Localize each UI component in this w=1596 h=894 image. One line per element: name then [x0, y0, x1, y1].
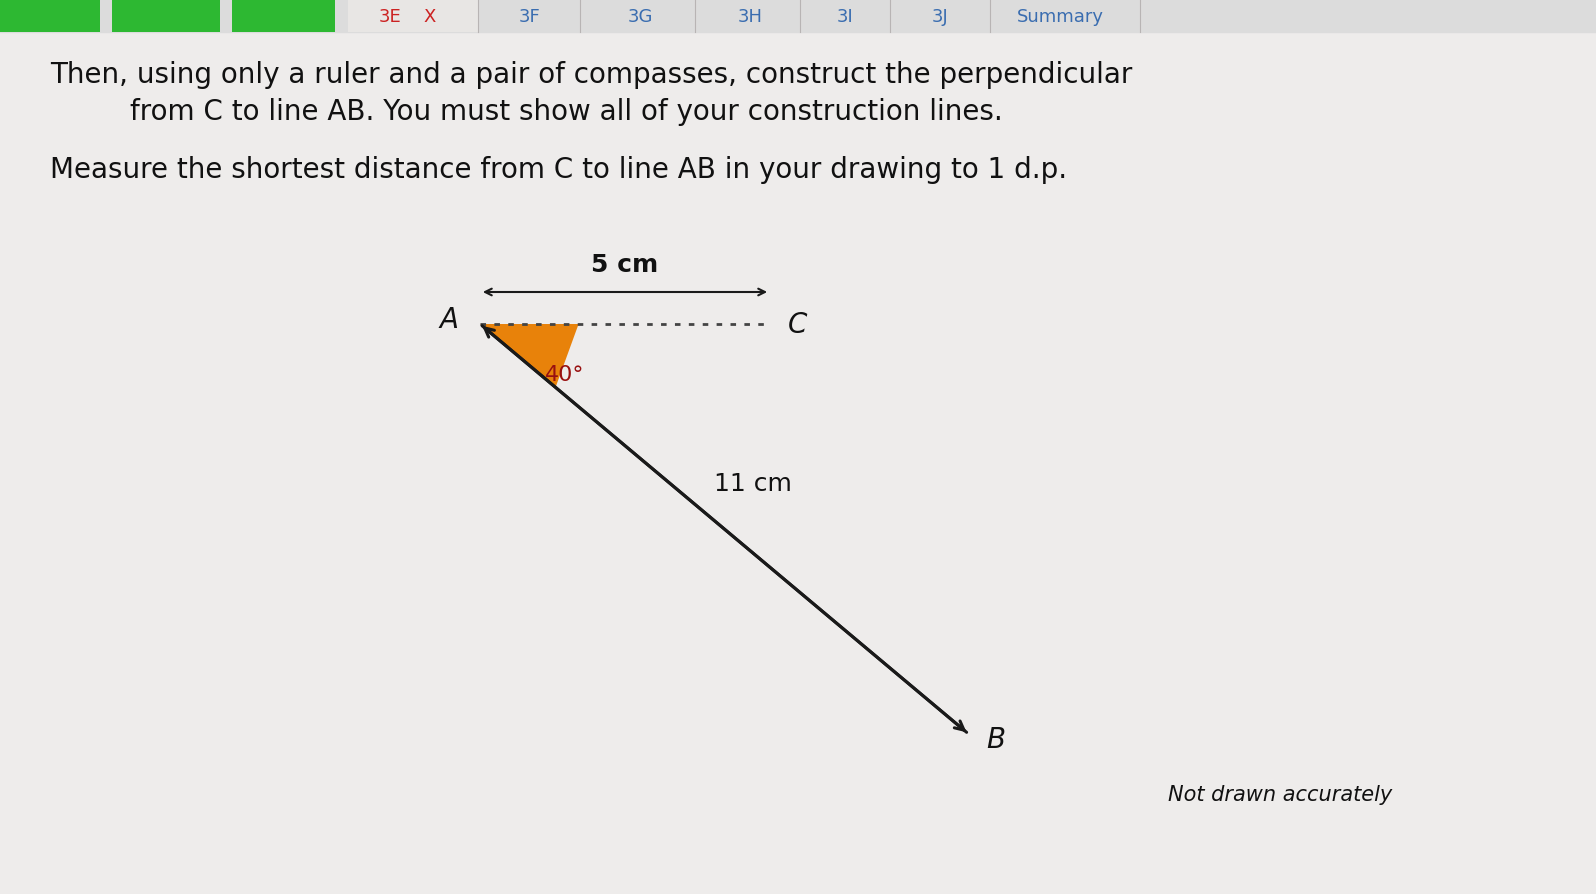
Text: Not drawn accurately: Not drawn accurately	[1168, 784, 1392, 804]
Text: Summary: Summary	[1017, 7, 1103, 25]
Text: B: B	[986, 725, 1005, 754]
Text: 3J: 3J	[932, 7, 948, 25]
Text: C: C	[788, 310, 808, 339]
Text: 3E: 3E	[378, 7, 401, 25]
Text: A: A	[439, 306, 458, 333]
Text: 40°: 40°	[544, 365, 584, 384]
Text: 3H: 3H	[737, 7, 763, 25]
Bar	[112, 0, 220, 33]
Text: from C to line AB. You must show all of your construction lines.: from C to line AB. You must show all of …	[129, 97, 1002, 126]
Bar	[0, 0, 101, 33]
Text: 3I: 3I	[836, 7, 854, 25]
Text: 3F: 3F	[519, 7, 541, 25]
Bar	[231, 0, 335, 33]
Text: 11 cm: 11 cm	[713, 471, 792, 495]
Text: Measure the shortest distance from C to line AB in your drawing to 1 d.p.: Measure the shortest distance from C to …	[49, 156, 1068, 184]
Text: 5 cm: 5 cm	[592, 253, 659, 276]
Text: Then, using only a ruler and a pair of compasses, construct the perpendicular: Then, using only a ruler and a pair of c…	[49, 61, 1133, 89]
Polygon shape	[480, 325, 579, 388]
Bar	[348, 0, 477, 33]
Text: X: X	[425, 7, 436, 25]
Text: 3G: 3G	[627, 7, 653, 25]
